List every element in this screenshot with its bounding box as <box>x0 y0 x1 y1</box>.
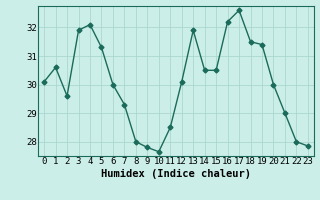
X-axis label: Humidex (Indice chaleur): Humidex (Indice chaleur) <box>101 169 251 179</box>
